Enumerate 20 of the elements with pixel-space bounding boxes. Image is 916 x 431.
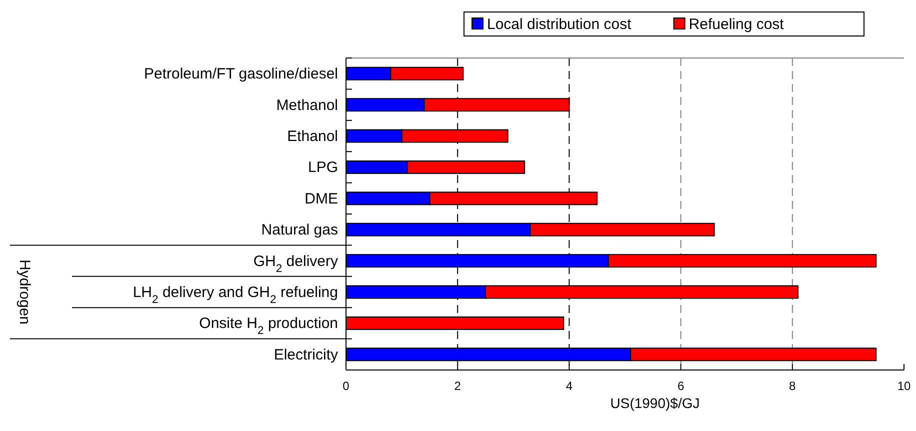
x-tick-label: 6 — [677, 379, 684, 393]
y-tick-label: Electricity — [274, 346, 338, 364]
text: Hydrogen — [16, 259, 33, 325]
x-tick-label: 0 — [342, 379, 350, 393]
y-tick-label: GH$_{2}$ delivery — [253, 252, 338, 275]
y-tick-label: DME — [304, 190, 338, 208]
y-tick-label: Onsite H$_{2}$ production — [199, 315, 338, 338]
y-tick-label: Methanol — [276, 96, 338, 114]
y-tick-label: Ethanol — [287, 128, 338, 145]
x-tick-label: 10 — [897, 379, 911, 393]
y-tick-label: LH$_{2}$ delivery and GH$_{2}$ refueling — [132, 284, 338, 306]
y-tick-label: Natural gas — [261, 222, 338, 239]
x-tick-label: 2 — [454, 379, 462, 393]
legend-label: Refueling cost — [688, 16, 785, 33]
x-axis-title: US(1990)$/GJ — [610, 395, 700, 411]
y-tick-label: Petroleum/FT gasoline/diesel — [144, 66, 338, 83]
x-tick-label: 8 — [789, 379, 796, 393]
x-tick-label: 4 — [566, 379, 573, 393]
y-tick-label: LPG — [308, 159, 338, 176]
legend-label: Local distribution cost — [487, 16, 632, 33]
